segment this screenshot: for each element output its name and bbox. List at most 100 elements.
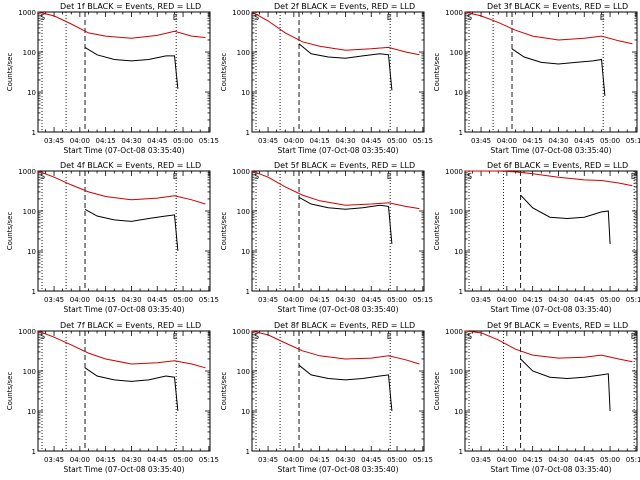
x-axis-label: Start Time (07-Oct-08 03:35:40)	[277, 465, 398, 474]
y-tick-label: 10	[241, 408, 250, 416]
y-tick-label: 100	[450, 368, 463, 376]
x-tick-label: 04:45	[147, 456, 167, 464]
x-tick-label: 04:15	[96, 137, 116, 145]
x-tick-label: 04:30	[335, 456, 355, 464]
x-tick-label: 05:15	[413, 296, 433, 304]
panel-title: Det 9f BLACK = Events, RED = LLD	[487, 321, 628, 330]
panel-det-7: Det 7f BLACK = Events, RED = LLD 1 10 100 10…	[6, 321, 219, 474]
plot-frame	[464, 330, 638, 452]
x-tick-label: 05:00	[173, 456, 193, 464]
panel-title: Det 5f BLACK = Events, RED = LLD	[274, 161, 415, 170]
y-axis-label: Counts/sec	[6, 372, 14, 411]
y-tick-label: 1	[246, 448, 250, 456]
y-tick-label: 100	[237, 208, 250, 216]
y-tick-label: 1000	[18, 9, 36, 17]
x-tick-label: 04:30	[335, 137, 355, 145]
x-tick-label: 05:00	[600, 296, 620, 304]
x-tick-label: 04:00	[497, 296, 517, 304]
x-axis-label: Start Time (07-Oct-08 03:35:40)	[63, 305, 184, 314]
panel-title: Det 4f BLACK = Events, RED = LLD	[60, 161, 201, 170]
panel-title: Det 3f BLACK = Events, RED = LLD	[487, 2, 628, 11]
x-tick-label: 04:15	[96, 456, 116, 464]
y-tick-label: 10	[454, 408, 463, 416]
y-tick-label: 100	[450, 49, 463, 57]
x-tick-label: 03:45	[471, 296, 491, 304]
series-events	[298, 196, 393, 245]
y-tick-label: 10	[454, 248, 463, 256]
panel-title: Det 7f BLACK = Events, RED = LLD	[60, 321, 201, 330]
series-lld	[251, 330, 420, 365]
x-tick-label: 05:15	[199, 296, 219, 304]
plot-frame	[464, 170, 638, 292]
x-axis-label: Start Time (07-Oct-08 03:35:40)	[277, 305, 398, 314]
x-tick-label: 04:15	[96, 296, 116, 304]
x-tick-label: 03:45	[44, 456, 64, 464]
y-tick-label: 1	[459, 448, 463, 456]
x-tick-label: 04:15	[310, 137, 330, 145]
series-events	[298, 364, 393, 412]
y-axis-label: Counts/sec	[433, 212, 441, 251]
y-tick-label: 1	[459, 129, 463, 137]
series-events	[84, 208, 179, 252]
series-lld	[37, 11, 206, 39]
end-marker: E	[600, 13, 605, 22]
x-tick-label: 04:00	[70, 296, 90, 304]
x-tick-label: 04:30	[335, 296, 355, 304]
panel-det-1: Det 1f BLACK = Events, RED = LLD 1 10 100 10…	[6, 2, 219, 155]
x-tick-label: 04:45	[574, 456, 594, 464]
x-tick-label: 05:15	[199, 137, 219, 145]
y-tick-label: 100	[23, 208, 36, 216]
start-marker: S	[467, 13, 472, 22]
start-marker: S	[40, 13, 45, 22]
start-marker: S	[467, 332, 472, 341]
y-tick-label: 10	[27, 89, 36, 97]
y-tick-label: 100	[237, 368, 250, 376]
y-axis-label: Counts/sec	[6, 53, 14, 92]
y-tick-label: 10	[27, 248, 36, 256]
end-marker: E	[387, 172, 392, 181]
x-tick-label: 04:30	[121, 296, 141, 304]
x-tick-label: 03:45	[258, 456, 278, 464]
series-events	[84, 46, 179, 89]
series-lld	[251, 11, 420, 56]
x-tick-label: 05:15	[199, 456, 219, 464]
x-tick-label: 04:00	[70, 456, 90, 464]
y-tick-label: 1000	[18, 168, 36, 176]
x-tick-label: 04:15	[523, 456, 543, 464]
x-tick-label: 03:45	[44, 137, 64, 145]
end-marker: E	[631, 332, 636, 341]
y-axis-label: Counts/sec	[220, 372, 228, 411]
panel-det-8: Det 8f BLACK = Events, RED = LLD 1 10 100 10…	[220, 321, 433, 474]
x-tick-label: 03:45	[471, 456, 491, 464]
x-tick-label: 05:00	[173, 296, 193, 304]
x-tick-label: 04:45	[147, 137, 167, 145]
x-tick-label: 04:45	[361, 296, 381, 304]
x-tick-label: 04:45	[361, 137, 381, 145]
x-tick-label: 05:00	[600, 456, 620, 464]
series-lld	[37, 170, 206, 205]
x-tick-label: 05:15	[626, 456, 640, 464]
y-tick-label: 1	[459, 288, 463, 296]
x-tick-label: 03:45	[471, 137, 491, 145]
end-marker: E	[173, 172, 178, 181]
x-tick-label: 04:15	[310, 296, 330, 304]
x-tick-label: 04:00	[284, 456, 304, 464]
y-axis-label: Counts/sec	[6, 212, 14, 251]
panel-title: Det 6f BLACK = Events, RED = LLD	[487, 161, 628, 170]
x-tick-label: 03:45	[258, 296, 278, 304]
series-lld	[37, 330, 206, 369]
x-tick-label: 04:00	[497, 456, 517, 464]
y-tick-label: 100	[23, 49, 36, 57]
x-tick-label: 05:00	[600, 137, 620, 145]
x-tick-label: 03:45	[44, 296, 64, 304]
y-tick-label: 10	[454, 89, 463, 97]
x-tick-label: 04:30	[548, 137, 568, 145]
end-marker: E	[387, 332, 392, 341]
plot-frame	[37, 11, 211, 133]
y-tick-label: 10	[241, 248, 250, 256]
panel-det-6: Det 6f BLACK = Events, RED = LLD 1 10 100 10…	[433, 161, 640, 314]
y-tick-label: 1	[32, 129, 36, 137]
x-axis-label: Start Time (07-Oct-08 03:35:40)	[63, 146, 184, 155]
y-tick-label: 100	[237, 49, 250, 57]
